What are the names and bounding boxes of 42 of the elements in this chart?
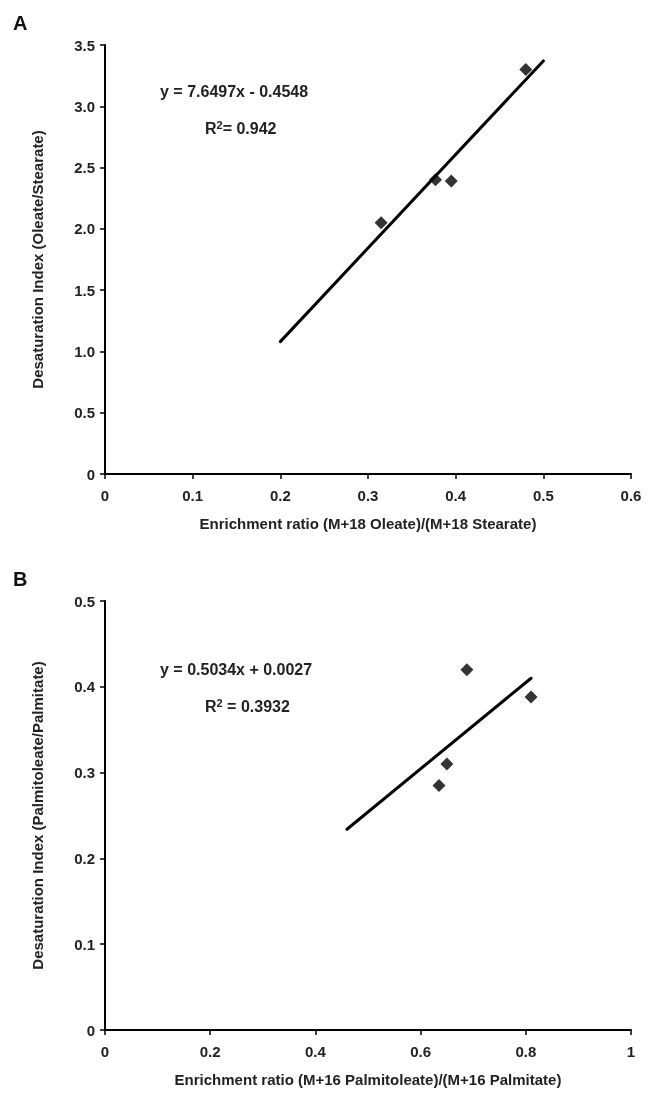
annotation: y = 0.5034x + 0.0027 <box>160 660 313 678</box>
y-tick-label: 0.1 <box>74 935 95 953</box>
x-tick-label: 0.5 <box>532 487 554 504</box>
y-tick-label: 0.5 <box>74 404 95 422</box>
point <box>432 778 446 792</box>
y-axis-title: Desaturation Index (Oleate/Stearate) <box>29 130 46 389</box>
point <box>460 663 474 677</box>
x-tick-label: 1 <box>626 1043 636 1060</box>
y-tick-label: 0 <box>86 1021 95 1039</box>
x-tick-label: 0.2 <box>269 487 291 504</box>
y-tick-label: 2.0 <box>74 220 95 238</box>
y-tick-label: 3.5 <box>74 36 95 54</box>
y-tick-label: 0.5 <box>74 592 95 610</box>
point <box>524 690 538 704</box>
y-tick-label: 0 <box>86 465 95 483</box>
x-tick-label: 0.3 <box>357 487 379 504</box>
point <box>519 63 533 77</box>
x-tick-label: 0 <box>100 1043 110 1060</box>
y-tick-label: 1.0 <box>74 342 95 360</box>
point <box>444 174 458 188</box>
y-tick-label: 0.3 <box>74 764 95 782</box>
point <box>440 757 454 771</box>
x-axis-title: Enrichment ratio (M+16 Palmitoleate)/(M+16 Palmitate) <box>174 1071 562 1088</box>
chart-title: A <box>13 12 28 34</box>
y-tick-label: 0.2 <box>74 849 95 867</box>
y-tick-label: 0.4 <box>74 678 96 696</box>
y-tick-label: 3.0 <box>74 97 95 115</box>
x-tick-label: 0 <box>100 487 110 504</box>
x-tick-label: 0.1 <box>182 487 204 504</box>
y-axis-title: Desaturation Index (Palmitoleate/Palmitate) <box>29 661 46 970</box>
x-tick-label: 0.6 <box>620 487 642 504</box>
point <box>374 216 388 230</box>
x-tick-label: 0.6 <box>410 1043 432 1060</box>
annotation: y = 7.6497x - 0.4548 <box>160 82 309 100</box>
y-tick-label: 1.5 <box>74 281 95 299</box>
x-tick-label: 0.2 <box>199 1043 221 1060</box>
y-tick-label: 2.5 <box>74 159 95 177</box>
chart-title: B <box>13 568 28 590</box>
x-axis-title: Enrichment ratio (M+18 Oleate)/(M+18 Stearate) <box>199 515 537 532</box>
x-tick-label: 0.4 <box>304 1043 327 1060</box>
x-tick-label: 0.4 <box>445 487 467 504</box>
x-tick-label: 0.8 <box>515 1043 537 1060</box>
